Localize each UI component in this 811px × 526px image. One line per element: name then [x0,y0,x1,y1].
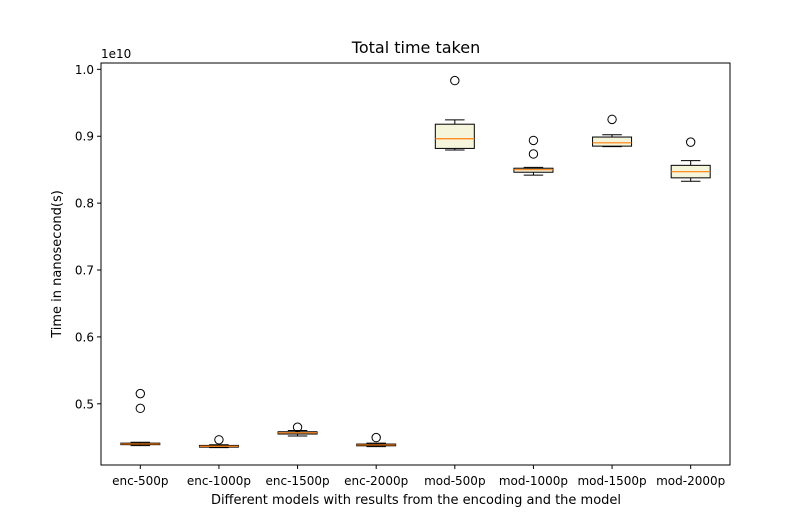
outlier-point [371,432,381,443]
x-tick-label: enc-500p [112,474,168,488]
box-body [592,136,633,147]
outlier-point [528,149,539,159]
y-axis-label: Time in nanosecond(s) [50,190,65,339]
y-axis-offset-label: 1e10 [101,47,131,61]
y-tick-label: 1.0 [75,63,94,77]
y-tick-label: 0.8 [75,197,94,211]
x-tick-label: mod-2000p [656,474,725,488]
outlier-point [292,422,303,432]
x-tick-label: mod-500p [424,474,486,488]
box-body [434,123,475,149]
x-tick-label: enc-2000p [344,474,408,488]
outlier-point [450,75,460,86]
x-tick-label: mod-1500p [577,474,646,488]
x-tick-label: mod-1000p [499,474,568,488]
outlier-point [135,388,146,399]
chart-title: Total time taken [351,38,480,57]
plot-frame [100,62,731,466]
outlier-point [685,137,696,147]
x-tick-label: enc-1000p [187,474,251,488]
x-tick-label: enc-1500p [266,474,330,488]
outlier-point [607,114,617,125]
y-tick-label: 0.9 [75,130,94,144]
y-tick-label: 0.7 [75,264,94,278]
x-axis-label: Different models with results from the e… [211,493,621,508]
y-tick-label: 0.5 [75,397,94,411]
y-tick-label: 0.6 [75,330,94,344]
outlier-point [528,135,539,146]
outlier-point [135,403,146,414]
plot-area: 0.5 0.6 0.7 0.8 0.9 1.0 enc-500p enc-1000p enc-1… [75,62,731,488]
outlier-point [214,435,224,445]
